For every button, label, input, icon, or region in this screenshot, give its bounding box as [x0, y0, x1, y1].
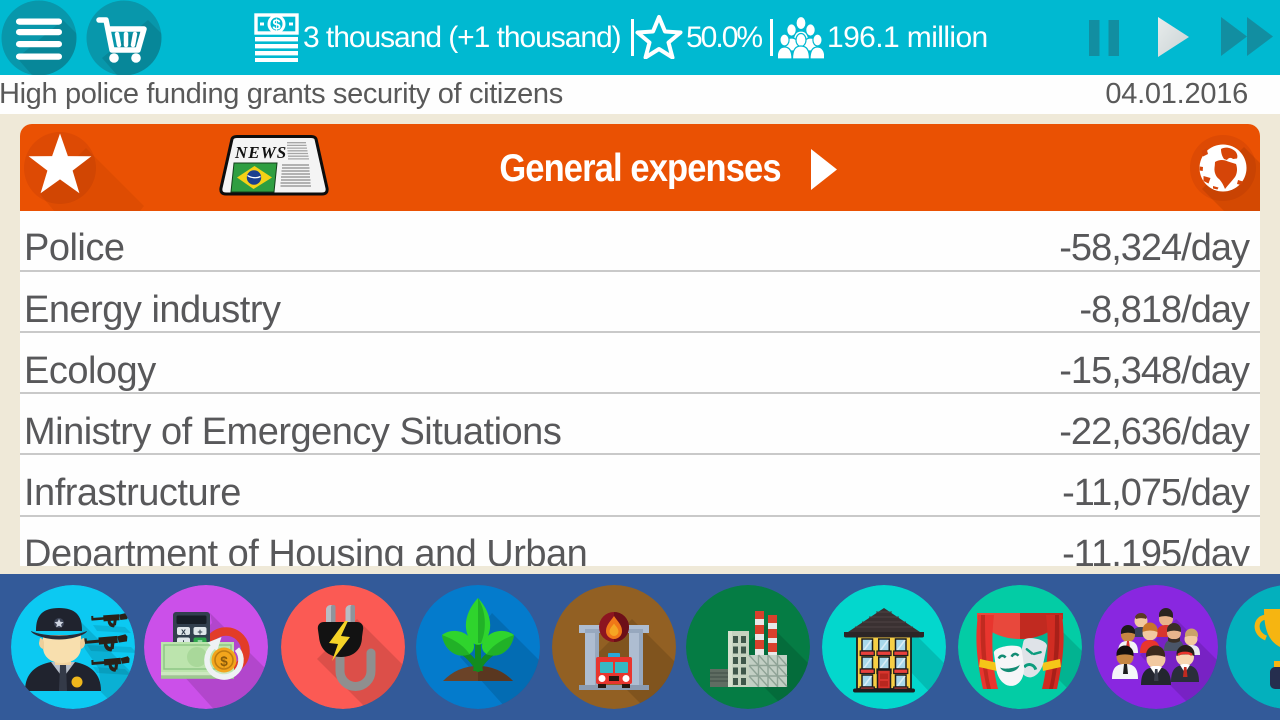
- svg-text:x: x: [180, 627, 185, 637]
- svg-text:NEWS: NEWS: [234, 143, 287, 162]
- svg-text:$: $: [220, 654, 228, 669]
- svg-text:$: $: [272, 17, 281, 34]
- svg-text:+: +: [197, 627, 202, 637]
